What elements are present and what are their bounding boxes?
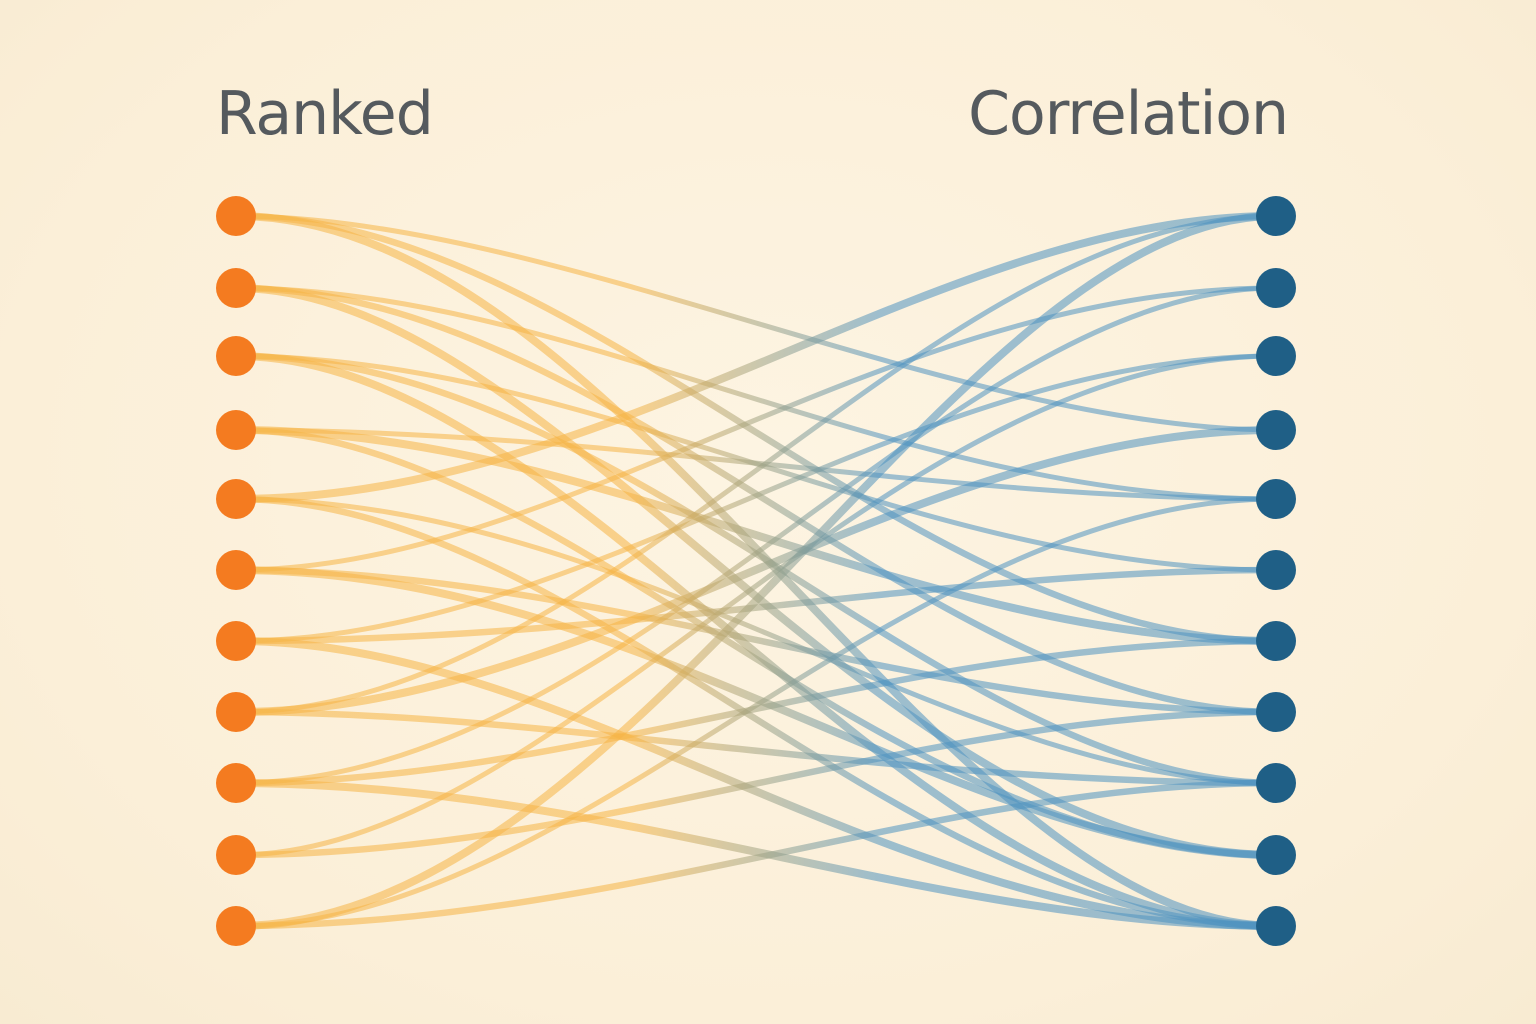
right-node-column (1256, 196, 1296, 946)
link-5-7 (232, 566, 1280, 716)
right-node-9 (1256, 763, 1296, 803)
left-node-9 (216, 763, 256, 803)
left-column-heading: Ranked (216, 79, 434, 149)
link-9-2 (233, 353, 1279, 858)
link-2-10 (232, 352, 1280, 930)
link-0-3 (233, 213, 1279, 433)
left-node-10 (216, 835, 256, 875)
link-6-5 (232, 566, 1280, 645)
right-node-2 (1256, 268, 1296, 308)
left-node-4 (216, 410, 256, 450)
right-node-5 (1256, 479, 1296, 519)
right-node-4 (1256, 410, 1296, 450)
left-node-2 (216, 268, 256, 308)
link-0-6 (232, 212, 1280, 645)
link-10-8 (232, 779, 1280, 930)
left-node-6 (216, 550, 256, 590)
link-6-10 (232, 637, 1280, 930)
left-node-1 (216, 196, 256, 236)
link-4-0 (232, 212, 1280, 503)
link-7-8 (232, 708, 1280, 787)
link-7-3 (232, 426, 1280, 716)
right-column-heading: Correlation (968, 79, 1289, 149)
link-7-0 (233, 213, 1279, 715)
link-10-4 (233, 496, 1279, 929)
link-1-9 (232, 284, 1280, 859)
link-3-4 (233, 427, 1279, 502)
left-node-column (216, 196, 256, 946)
left-node-8 (216, 692, 256, 732)
link-1-7 (232, 284, 1280, 716)
link-3-6 (232, 426, 1280, 645)
link-4-10 (232, 495, 1280, 930)
left-node-5 (216, 479, 256, 519)
left-node-3 (216, 336, 256, 376)
right-node-8 (1256, 692, 1296, 732)
link-10-0 (232, 212, 1280, 930)
link-4-8 (233, 496, 1279, 786)
link-5-9 (232, 566, 1280, 859)
right-node-7 (1256, 621, 1296, 661)
links-layer (232, 212, 1280, 930)
link-9-7 (232, 708, 1280, 859)
link-6-2 (233, 353, 1279, 644)
link-1-4 (233, 285, 1279, 502)
right-node-1 (1256, 196, 1296, 236)
left-node-11 (216, 906, 256, 946)
right-node-6 (1256, 550, 1296, 590)
right-node-10 (1256, 835, 1296, 875)
right-node-3 (1256, 336, 1296, 376)
left-node-7 (216, 621, 256, 661)
link-8-1 (233, 285, 1279, 786)
link-5-1 (233, 285, 1279, 573)
right-node-11 (1256, 906, 1296, 946)
